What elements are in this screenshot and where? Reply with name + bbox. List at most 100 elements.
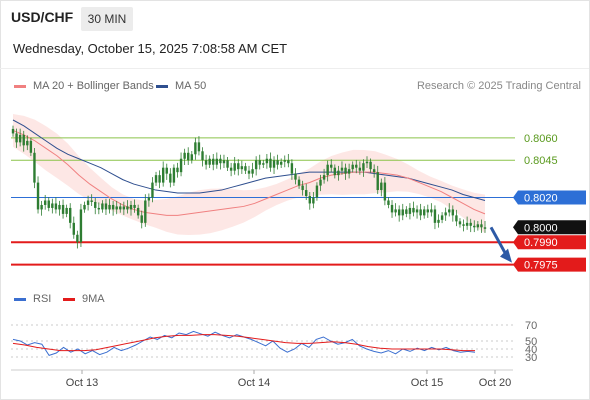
candle-body (244, 166, 247, 171)
candle-body (204, 160, 208, 165)
forecast-arrow-shaft (489, 226, 508, 256)
candle-body (115, 206, 118, 210)
candle-body (358, 167, 362, 171)
candle-body (15, 133, 18, 143)
candle-body (136, 207, 140, 216)
candle-body (265, 158, 269, 164)
candle-body (337, 170, 340, 176)
candle-body (483, 227, 487, 229)
candle-body (312, 197, 315, 204)
rsi-series-RSI (12, 330, 476, 356)
candle-body (129, 204, 133, 210)
candle-body (376, 172, 379, 191)
candle-body (369, 161, 372, 170)
candle-body (72, 222, 75, 235)
candle-body (108, 204, 111, 210)
ma50-legend-label: MA 50 (175, 80, 207, 92)
candle-body (451, 209, 455, 216)
candle-body (344, 167, 347, 174)
x-tick-label-Oct-14: Oct 14 (238, 377, 270, 389)
candle-body (308, 196, 311, 204)
candle-body (151, 182, 154, 198)
level-label-0.8000: 0.8000 (524, 222, 558, 234)
candle-body (133, 204, 136, 208)
candle-body (390, 204, 394, 213)
candle-body (394, 209, 397, 213)
ma20-legend-label: MA 20 + Bollinger Bands (33, 80, 154, 92)
candle-body (94, 201, 97, 208)
candle-body (58, 204, 61, 210)
level-label-0.8060: 0.8060 (524, 133, 558, 145)
forecast-arrow-head (500, 248, 512, 263)
candle-body (194, 142, 197, 155)
candle-body (290, 163, 294, 174)
candle-body (315, 185, 319, 198)
candle-body (387, 200, 390, 205)
candle-body (226, 160, 229, 168)
candle-body (440, 215, 444, 220)
candle-body (355, 164, 358, 168)
candle-body (383, 182, 387, 201)
level-label-0.8020: 0.8020 (524, 193, 558, 205)
candle-body (401, 209, 404, 216)
candle-body (158, 175, 161, 183)
level-tag-0.8000: 0.8000 (513, 220, 586, 235)
candle-body (430, 209, 433, 213)
candle-body (237, 163, 240, 170)
candle-body (262, 163, 265, 165)
candle-body (126, 206, 129, 210)
candle-body (397, 209, 401, 216)
candle-body (79, 209, 83, 243)
candle-body (283, 160, 286, 162)
candle-body (287, 160, 290, 164)
candle-body (276, 160, 279, 165)
candle-body (140, 215, 143, 223)
candle-body (172, 167, 176, 183)
candle-body (33, 152, 36, 183)
candle-body (247, 170, 251, 174)
candle-body (51, 203, 54, 208)
candle-body (455, 215, 458, 222)
candle-body (154, 175, 158, 183)
x-tick-label-Oct-13: Oct 13 (66, 377, 98, 389)
candle-body (29, 140, 33, 153)
candle-body (22, 134, 25, 146)
candle-body (119, 206, 122, 210)
candle-body (251, 169, 254, 174)
candle-body (330, 164, 333, 168)
candle-body (333, 167, 337, 176)
candle-body (340, 167, 344, 171)
candle-body (104, 203, 108, 210)
candle-body (319, 179, 322, 186)
candle-body (405, 209, 408, 214)
candle-body (212, 158, 215, 165)
candle-body (86, 200, 90, 205)
candle-body (147, 197, 151, 201)
rsi-tick-30: 30 (525, 352, 537, 364)
candle-body (222, 160, 226, 164)
candle-body (297, 179, 301, 186)
candle-body (61, 204, 65, 214)
candle-body (408, 207, 412, 214)
candle-body (433, 209, 437, 223)
level-tag-0.7975: 0.7975 (513, 257, 586, 272)
level-label-0.8045: 0.8045 (524, 155, 558, 167)
level-label-0.7975: 0.7975 (524, 260, 558, 272)
candle-body (469, 222, 472, 226)
level-tag-bg (513, 220, 586, 235)
timeframe-button[interactable]: 30 MIN (81, 7, 133, 31)
level-tag-0.7990: 0.7990 (513, 235, 586, 250)
candle-body (240, 166, 244, 170)
candle-body (448, 209, 451, 213)
candle-body (233, 163, 236, 171)
ma9-legend-swatch (63, 298, 75, 301)
candle-body (444, 212, 447, 216)
level-tag-bg (513, 190, 586, 205)
candle-body (272, 160, 276, 168)
candle-body (437, 219, 440, 223)
candle-body (201, 151, 204, 161)
rsi-legend-swatch (14, 298, 26, 301)
ma9-legend-label: 9MA (82, 293, 105, 305)
candle-body (76, 234, 79, 243)
candle-body (254, 160, 258, 170)
